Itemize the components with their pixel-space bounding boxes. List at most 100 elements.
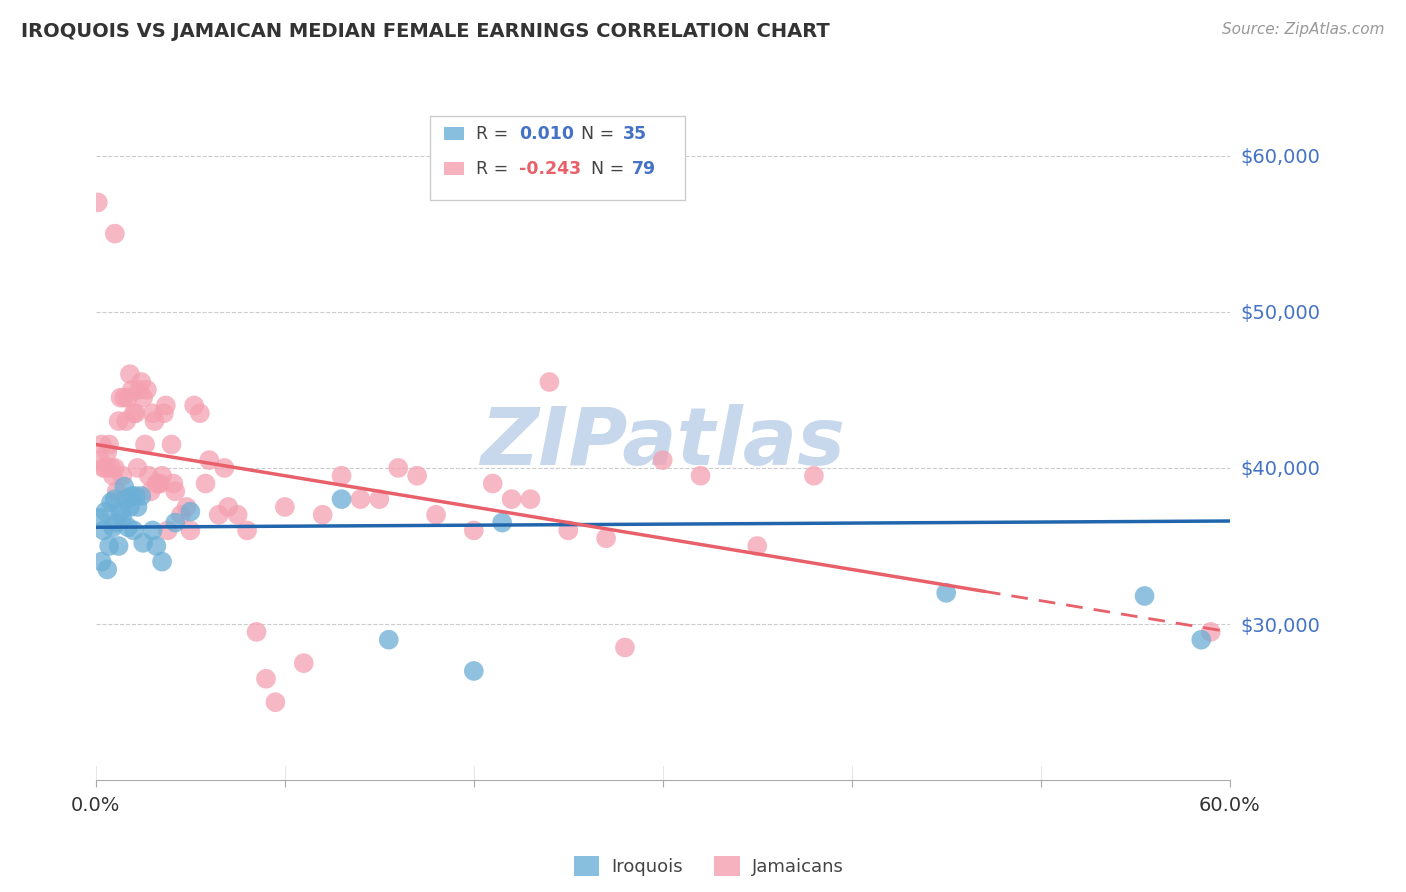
Point — [387, 461, 409, 475]
Point — [170, 508, 193, 522]
Point — [425, 508, 447, 522]
Point — [100, 495, 122, 509]
Point — [198, 453, 221, 467]
Point — [124, 489, 146, 503]
Point — [121, 489, 143, 503]
Y-axis label: Median Female Earnings: Median Female Earnings — [0, 318, 8, 539]
Point — [501, 492, 523, 507]
Point — [481, 476, 503, 491]
Point — [463, 524, 485, 538]
Point — [330, 468, 353, 483]
Point — [127, 500, 149, 514]
Point — [129, 375, 152, 389]
Point — [121, 383, 143, 397]
Point — [101, 520, 124, 534]
Point — [145, 539, 167, 553]
Point — [378, 632, 401, 647]
Point — [519, 492, 541, 507]
Point — [142, 406, 165, 420]
Point — [217, 500, 239, 514]
Text: Iroquois: Iroquois — [612, 858, 683, 876]
Point — [245, 624, 267, 639]
Text: Source: ZipAtlas.com: Source: ZipAtlas.com — [1222, 22, 1385, 37]
Point — [104, 492, 127, 507]
Point — [107, 539, 129, 553]
Point — [614, 640, 637, 655]
Point — [139, 484, 162, 499]
Point — [129, 489, 152, 503]
Point — [155, 399, 177, 413]
Text: ZIPatlas: ZIPatlas — [481, 404, 845, 482]
Point — [153, 406, 176, 420]
Point — [111, 511, 134, 525]
Point — [110, 505, 132, 519]
Point — [935, 586, 957, 600]
Point — [149, 476, 172, 491]
Point — [1189, 632, 1212, 647]
Text: 0.010: 0.010 — [519, 125, 574, 143]
Point — [162, 476, 184, 491]
Point — [254, 672, 277, 686]
Point — [165, 484, 187, 499]
Point — [118, 368, 141, 382]
Point — [107, 414, 129, 428]
Point — [194, 476, 217, 491]
Point — [557, 524, 579, 538]
Point — [115, 492, 138, 507]
Point — [491, 516, 513, 530]
Point — [292, 656, 315, 670]
Point — [214, 461, 236, 475]
Point — [89, 511, 111, 525]
Point — [98, 437, 121, 451]
Point — [148, 476, 170, 491]
Point — [145, 476, 167, 491]
Point — [87, 195, 110, 210]
Point — [105, 516, 128, 530]
Text: R =: R = — [475, 160, 513, 178]
Point — [226, 508, 249, 522]
Point — [179, 505, 201, 519]
Point — [136, 383, 159, 397]
Point — [150, 468, 173, 483]
Point — [134, 437, 156, 451]
Point — [747, 539, 769, 553]
FancyBboxPatch shape — [430, 116, 686, 201]
Point — [90, 437, 112, 451]
Point — [176, 500, 198, 514]
Point — [94, 461, 117, 475]
Text: -0.243: -0.243 — [519, 160, 581, 178]
Point — [93, 524, 115, 538]
Point — [689, 468, 711, 483]
Point — [183, 399, 205, 413]
Point — [112, 480, 135, 494]
Point — [127, 461, 149, 475]
FancyBboxPatch shape — [444, 128, 464, 140]
Point — [349, 492, 371, 507]
Point — [651, 453, 673, 467]
Point — [122, 524, 145, 538]
Point — [538, 375, 561, 389]
Point — [156, 524, 179, 538]
Point — [150, 555, 173, 569]
Point — [90, 555, 112, 569]
Point — [94, 505, 117, 519]
Point — [115, 414, 138, 428]
Point — [105, 484, 128, 499]
Point — [406, 468, 429, 483]
Point — [117, 520, 139, 534]
Text: IROQUOIS VS JAMAICAN MEDIAN FEMALE EARNINGS CORRELATION CHART: IROQUOIS VS JAMAICAN MEDIAN FEMALE EARNI… — [21, 22, 830, 41]
Text: 35: 35 — [623, 125, 647, 143]
Text: N =: N = — [581, 160, 630, 178]
Point — [803, 468, 825, 483]
Point — [311, 508, 333, 522]
Point — [138, 468, 160, 483]
Point — [165, 516, 187, 530]
Text: R =: R = — [475, 125, 513, 143]
Text: 79: 79 — [633, 160, 657, 178]
Point — [1133, 589, 1156, 603]
Point — [122, 406, 145, 420]
Text: Jamaicans: Jamaicans — [752, 858, 844, 876]
Point — [124, 406, 146, 420]
Point — [100, 461, 122, 475]
Point — [188, 406, 211, 420]
